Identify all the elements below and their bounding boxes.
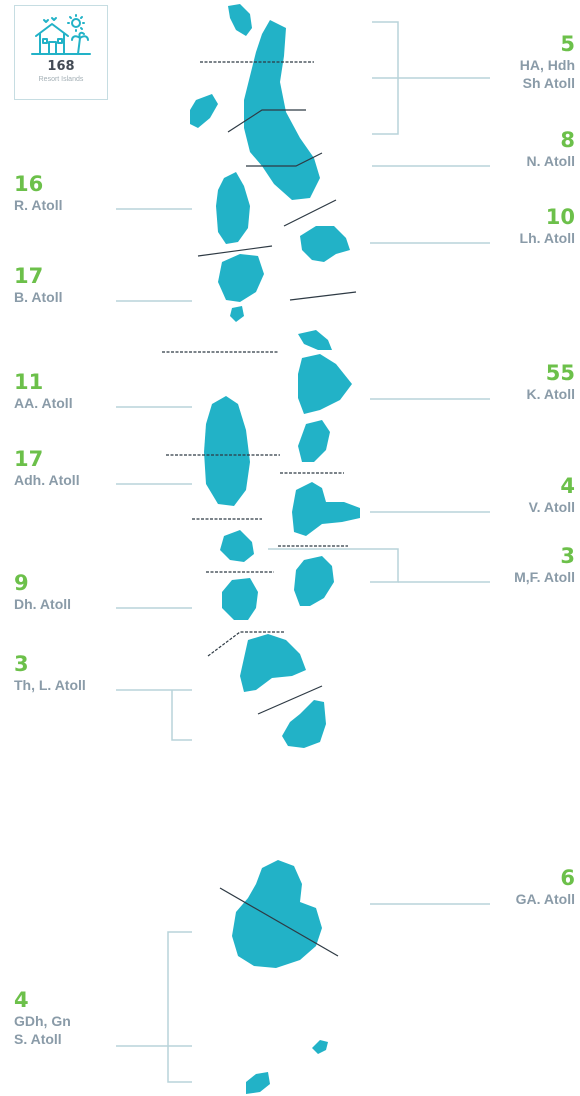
atoll-name: B. Atoll — [14, 289, 63, 306]
atoll-count: 3 — [14, 652, 29, 676]
atoll-count: 55 — [545, 361, 575, 385]
atoll-label-lh: 10 Lh. Atoll — [520, 205, 575, 247]
island-ha-top — [228, 4, 252, 36]
resort-count: 168 — [47, 59, 75, 74]
atoll-label-b: 17 B. Atoll — [14, 264, 62, 306]
resort-caption: Resort Islands — [38, 76, 84, 83]
atoll-name: R. Atoll — [14, 197, 63, 214]
atoll-name: N. Atoll — [526, 153, 575, 170]
atoll-label-ha-hdh-sh: 5 HA, Hdh Sh Atoll — [520, 32, 575, 93]
atoll-name: M,F. Atoll — [514, 569, 575, 586]
atoll-label-k: 55 K. Atoll — [527, 361, 575, 403]
atoll-count: 17 — [14, 264, 44, 288]
atoll-label-aa: 11 AA. Atoll — [14, 370, 73, 412]
atoll-count: 17 — [14, 447, 44, 471]
atoll-label-ga: 6 GA. Atoll — [516, 866, 575, 908]
island-b-small — [230, 306, 244, 322]
island-ha-left — [190, 94, 218, 128]
atoll-label-gdh-gn-s: 4 GDh, Gn S. Atoll — [14, 988, 71, 1049]
island-v — [292, 482, 360, 536]
atoll-count: 16 — [14, 172, 44, 196]
island-ga — [232, 860, 322, 968]
atoll-label-adh: 17 Adh. Atoll — [14, 447, 80, 489]
atoll-name: V. Atoll — [528, 499, 575, 516]
island-th — [240, 634, 306, 692]
island-s — [246, 1072, 270, 1094]
island-mf-left — [220, 530, 254, 562]
atoll-name: Lh. Atoll — [519, 230, 575, 247]
island-dh — [222, 578, 258, 620]
atoll-label-dh: 9 Dh. Atoll — [14, 571, 71, 613]
atoll-count: 9 — [14, 571, 29, 595]
island-k-top — [298, 330, 332, 350]
atoll-name: GA. Atoll — [515, 891, 575, 908]
island-b — [218, 254, 264, 302]
islands — [190, 4, 360, 1094]
atoll-count: 8 — [560, 128, 575, 152]
atoll-count: 4 — [14, 988, 29, 1012]
atoll-count: 11 — [14, 370, 44, 394]
atoll-label-th-l: 3 Th, L. Atoll — [14, 652, 86, 694]
atoll-label-v: 4 V. Atoll — [529, 474, 575, 516]
island-lh — [300, 226, 350, 262]
atoll-count: 6 — [560, 866, 575, 890]
island-k-lower — [298, 420, 330, 462]
separators — [162, 61, 357, 957]
atoll-name: Th, L. Atoll — [14, 677, 86, 694]
leader-lines — [116, 21, 490, 1083]
atoll-label-n: 8 N. Atoll — [527, 128, 575, 170]
resort-count-badge: 168 Resort Islands — [14, 5, 108, 100]
island-aa-adh — [204, 396, 250, 506]
island-gn-small — [312, 1040, 328, 1054]
atoll-label-r: 16 R. Atoll — [14, 172, 62, 214]
atoll-count: 10 — [545, 205, 575, 229]
atoll-name: Dh. Atoll — [14, 596, 72, 613]
beach-house-icon — [31, 14, 91, 55]
atoll-count: 3 — [560, 544, 575, 568]
atoll-name: AA. Atoll — [14, 395, 73, 412]
atoll-name: GDh, Gn — [14, 1013, 71, 1030]
island-k — [298, 354, 352, 414]
island-mf-right — [294, 556, 334, 606]
atoll-label-mf: 3 M,F. Atoll — [514, 544, 575, 586]
atoll-count: 4 — [560, 474, 575, 498]
atoll-name: HA, Hdh — [519, 57, 575, 74]
atoll-name: K. Atoll — [526, 386, 575, 403]
island-r — [216, 172, 250, 244]
island-l — [282, 700, 326, 748]
atoll-count: 5 — [560, 32, 575, 56]
atoll-name: S. Atoll — [14, 1031, 62, 1048]
atoll-name: Sh Atoll — [522, 75, 575, 92]
atoll-name: Adh. Atoll — [14, 472, 80, 489]
